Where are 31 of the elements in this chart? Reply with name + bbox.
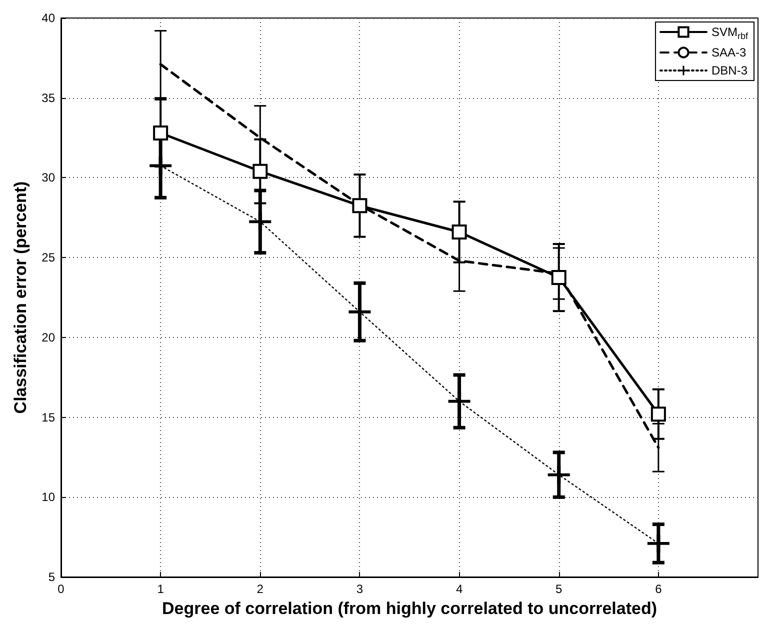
point (153, 125, 168, 140)
point (252, 164, 268, 179)
x-tick-label: 4 (456, 582, 463, 596)
legend-label: DBN-3 (711, 64, 748, 78)
y-tick-label: 15 (42, 410, 56, 424)
x-tick-label: 1 (157, 582, 164, 596)
point (551, 270, 566, 286)
point (647, 534, 670, 552)
point (650, 406, 666, 422)
y-tick-label: 25 (42, 250, 56, 265)
point (348, 302, 371, 321)
x-tick-label: 2 (256, 582, 264, 596)
point (249, 212, 272, 231)
point (448, 392, 470, 410)
y-axis-title: Classification error (percent) (11, 181, 30, 414)
y-tick-label: 5 (48, 570, 56, 584)
x-tick-label: 0 (58, 582, 65, 596)
x-tick-label: 3 (356, 582, 364, 596)
y-tick-label: 10 (42, 490, 56, 504)
point (150, 156, 172, 175)
x-axis-title: Degree of correlation (from highly correlated to uncorrelated) (162, 598, 657, 618)
legend-label: SAA-3 (711, 46, 746, 60)
point (548, 466, 570, 484)
y-tick-label: 35 (42, 90, 56, 105)
x-tick-label: 6 (655, 582, 662, 596)
point (452, 224, 467, 240)
x-tick-label: 5 (556, 582, 563, 596)
y-tick-label: 40 (42, 11, 56, 25)
y-tick-label: 30 (42, 170, 56, 185)
point (352, 198, 368, 214)
y-tick-label: 20 (42, 330, 56, 344)
